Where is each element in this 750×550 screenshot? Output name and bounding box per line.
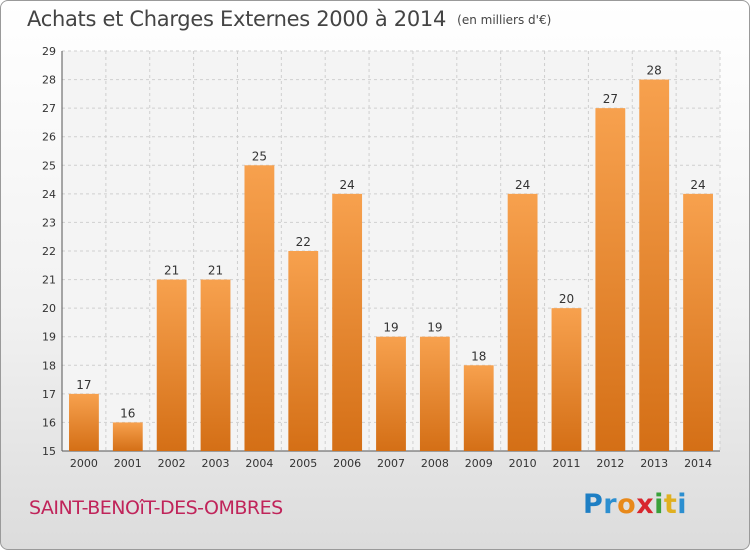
logo-letter: x [636,489,655,520]
bar [156,279,187,451]
x-tick-label: 2008 [421,457,449,470]
logo-letter: i [654,489,664,520]
bar-value-label: 22 [296,235,311,249]
bar-value-label: 21 [164,264,179,278]
x-tick-label: 2014 [684,457,712,470]
bar [288,251,319,451]
x-tick-label: 2005 [289,457,317,470]
bar [639,79,670,452]
y-tick-label: 21 [42,274,56,287]
x-tick-label: 2002 [158,457,186,470]
x-tick-label: 2000 [70,457,98,470]
bar-value-label: 17 [76,378,91,392]
bar-value-label: 21 [208,264,223,278]
x-tick-label: 2004 [245,457,273,470]
y-tick-label: 18 [42,359,56,372]
y-tick-label: 29 [42,45,56,58]
commune-name: SAINT-BENOîT-DES-OMBRES [29,497,283,519]
x-tick-label: 2009 [465,457,493,470]
bar [332,193,363,451]
bar-value-label: 18 [471,349,486,363]
bar-value-label: 28 [647,64,662,78]
bar [200,279,231,451]
bar [463,365,494,451]
bar-value-label: 16 [120,406,135,420]
y-tick-label: 22 [42,245,56,258]
x-tick-label: 2006 [333,457,361,470]
logo-letter: i [677,489,688,520]
bar [419,336,450,451]
x-tick-label: 2010 [509,457,537,470]
y-tick-label: 16 [42,416,56,429]
bar-value-label: 19 [427,321,442,335]
bar [69,393,99,451]
bar-value-label: 24 [690,178,705,192]
title-main: Achats et Charges Externes 2000 à 2014 [27,7,447,31]
title-unit: (en milliers d'€) [457,13,552,27]
x-tick-label: 2012 [596,457,624,470]
bar [112,422,143,451]
y-tick-label: 28 [42,74,56,87]
y-tick-label: 19 [42,331,56,344]
bar [244,165,275,452]
bar-value-label: 25 [252,149,267,163]
chart-title: Achats et Charges Externes 2000 à 2014 (… [27,7,551,31]
y-tick-label: 24 [42,188,56,201]
logo-letter: t [663,489,678,520]
bar [551,308,582,451]
y-tick-label: 25 [42,159,56,172]
x-tick-label: 2003 [202,457,230,470]
x-tick-label: 2011 [552,457,580,470]
logo-letter: r [603,489,618,520]
logo-letter: o [617,489,637,520]
bar-value-label: 24 [339,178,354,192]
logo-letter: P [583,489,604,520]
y-tick-label: 27 [42,102,56,115]
bar-value-label: 24 [515,178,530,192]
y-tick-label: 23 [42,216,56,229]
y-tick-label: 15 [42,445,56,458]
bar-value-label: 20 [559,292,574,306]
bar-value-label: 19 [383,321,398,335]
x-tick-label: 2013 [640,457,668,470]
y-tick-label: 26 [42,131,56,144]
y-tick-label: 20 [42,302,56,315]
bar [507,193,538,451]
bar [376,336,406,451]
x-tick-label: 2001 [114,457,142,470]
bar [683,193,713,451]
y-tick-label: 17 [42,388,56,401]
proxiti-logo[interactable]: Proxiti [583,489,687,520]
bar [595,108,626,452]
bar-value-label: 27 [603,92,618,106]
x-tick-label: 2007 [377,457,405,470]
